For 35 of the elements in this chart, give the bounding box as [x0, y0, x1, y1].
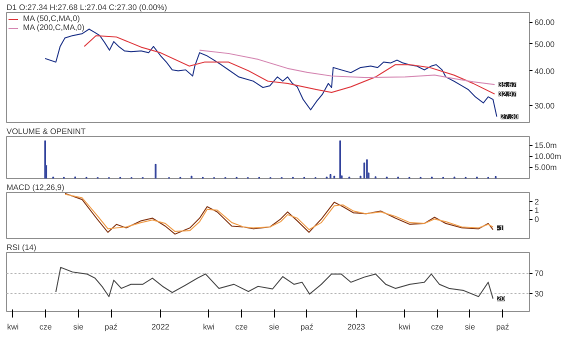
y-tick-label: 5.00m: [534, 162, 558, 172]
y-tick-label: 40.00: [534, 66, 556, 76]
x-tick-label: paź: [104, 322, 118, 332]
chart-title: D1 O:27.34 H:27.68 L:27.04 C:27.30 (0.00%): [6, 3, 168, 12]
x-tick-label: 2023: [347, 322, 366, 332]
y-tick-label: 30: [534, 290, 544, 299]
chart-title: MACD (12,26,9): [6, 183, 65, 192]
line-series: [199, 50, 496, 86]
x-tick-label: 2022: [152, 322, 170, 332]
line-series: [84, 35, 496, 95]
y-tick-label: 2: [534, 197, 540, 206]
x-tick-label: sie: [73, 322, 84, 332]
y-tick-label: 30.00: [534, 101, 556, 110]
y-tick-label: 15.0m: [534, 140, 558, 150]
x-tick-label: cze: [235, 322, 248, 332]
y-tick-label: 10.00m: [534, 152, 562, 161]
x-tick-label: cze: [39, 322, 52, 332]
y-tick-label: 0: [534, 215, 540, 224]
x-tick-label: kwi: [7, 322, 19, 332]
x-tick-label: kwi: [398, 322, 411, 332]
y-tick-label: 60.00: [534, 18, 556, 28]
x-tick-label: sie: [464, 322, 476, 332]
x-tick-label: sie: [269, 322, 280, 332]
legend-label: MA (200,C,MA,0): [23, 23, 84, 32]
chart-title: VOLUME & OPENINT: [6, 127, 86, 136]
y-tick-label: 70: [534, 269, 544, 278]
legend-label: MA (50,C,MA,0): [23, 14, 80, 23]
x-tick-label: paź: [496, 322, 510, 332]
chart-title: RSI (14): [6, 243, 37, 252]
line-series: [55, 266, 494, 300]
y-tick-label: 50.00: [534, 40, 556, 49]
x-tick-label: cze: [431, 322, 444, 332]
x-tick-label: paź: [300, 322, 314, 332]
y-tick-label: 1: [534, 206, 540, 216]
x-tick-label: kwi: [202, 322, 215, 332]
